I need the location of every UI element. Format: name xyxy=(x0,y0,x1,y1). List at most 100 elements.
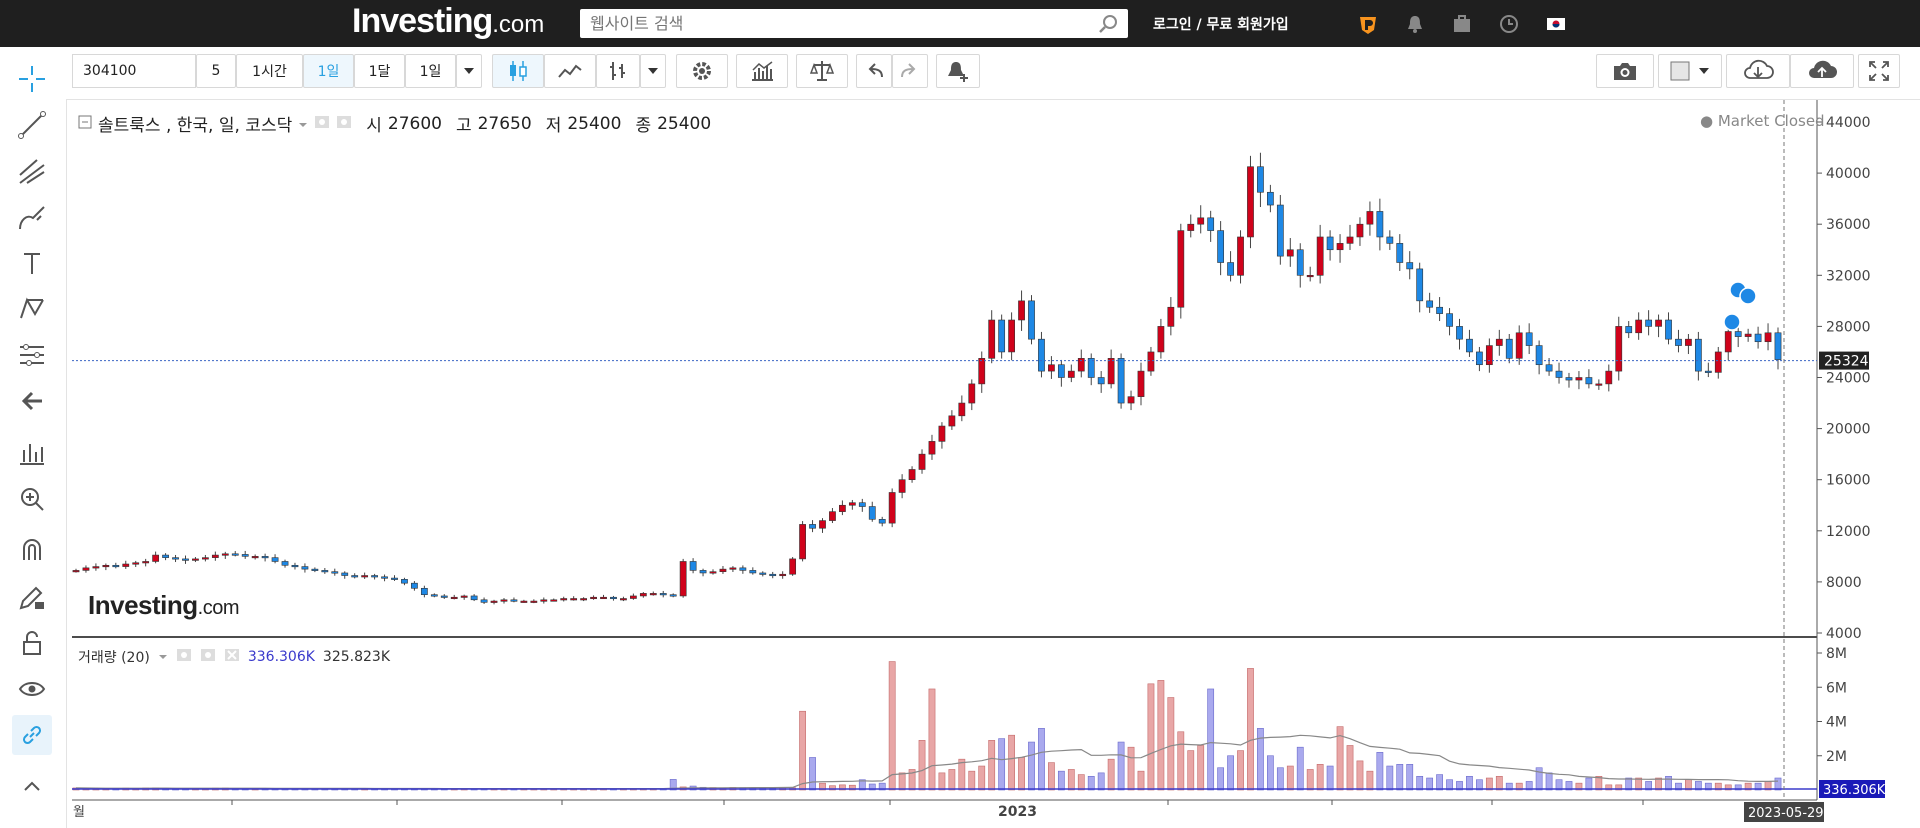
volume-bar xyxy=(839,784,846,791)
chevron-down-icon xyxy=(648,68,658,74)
volume-bar xyxy=(1197,745,1205,791)
volume-hide-icon[interactable] xyxy=(176,648,192,666)
legend-hide-icon[interactable] xyxy=(314,114,330,134)
volume-bar xyxy=(1555,779,1563,791)
candle-body xyxy=(1734,331,1742,337)
site-search-box[interactable] xyxy=(580,9,1128,38)
candle-body xyxy=(371,575,378,578)
search-input[interactable] xyxy=(580,9,1080,38)
investing-logo[interactable]: Investing.com xyxy=(352,2,545,40)
candle-body xyxy=(848,502,856,506)
line-chart-type-button[interactable] xyxy=(544,54,596,88)
volume-dropdown-icon[interactable] xyxy=(158,649,168,665)
measure-tool-icon[interactable] xyxy=(12,433,52,473)
volume-bar xyxy=(928,688,936,791)
volume-bar xyxy=(888,661,896,791)
candle-body xyxy=(1426,300,1434,308)
volume-bar xyxy=(1227,755,1234,791)
back-arrow-icon[interactable] xyxy=(12,381,52,421)
price-chart[interactable]: 44000 40000 36000 32000 28000 24000 20000 16000… xyxy=(72,100,1920,822)
candle-body xyxy=(1724,331,1732,353)
volume-bar xyxy=(1585,777,1593,791)
add-alert-button[interactable] xyxy=(936,54,980,88)
chevron-up-icon[interactable] xyxy=(12,763,52,803)
candle-body xyxy=(1077,358,1085,372)
pro-icon[interactable] xyxy=(1357,13,1379,35)
compare-button[interactable] xyxy=(796,54,848,88)
search-icon[interactable] xyxy=(1098,13,1120,39)
volume-bar xyxy=(1704,782,1712,791)
volume-bar xyxy=(1117,741,1125,791)
volume-bar xyxy=(988,740,996,791)
volume-bar xyxy=(1615,784,1623,791)
candle-body xyxy=(829,511,836,521)
brush-tool-icon[interactable] xyxy=(12,197,52,237)
interval-range-button[interactable]: 1일 xyxy=(405,54,456,88)
candle-body xyxy=(1525,332,1533,346)
open-label: 시 xyxy=(366,116,382,136)
volume-bar xyxy=(858,779,866,791)
candle-body xyxy=(1416,268,1424,302)
text-tool-icon[interactable] xyxy=(12,243,52,283)
portfolio-icon[interactable] xyxy=(1451,13,1473,35)
pattern-tool-icon[interactable] xyxy=(12,289,52,329)
background-color-button[interactable] xyxy=(1658,54,1722,88)
volume-bar xyxy=(938,772,946,791)
undo-button[interactable] xyxy=(856,54,892,88)
candle-body xyxy=(958,402,966,417)
candle-body xyxy=(1406,262,1414,270)
volume-bar xyxy=(1625,777,1633,791)
magnet-icon[interactable] xyxy=(12,531,52,571)
candle-body xyxy=(739,567,747,571)
load-chart-button[interactable] xyxy=(1726,54,1790,88)
candle-body xyxy=(699,570,707,574)
trend-line-tool-icon[interactable] xyxy=(12,105,52,145)
candle-body xyxy=(809,524,816,529)
unlock-icon[interactable] xyxy=(12,623,52,663)
candle-body xyxy=(1675,338,1682,346)
candle-body xyxy=(839,504,846,512)
interval-custom-button[interactable]: 5 xyxy=(196,54,236,88)
candle-body xyxy=(470,595,478,601)
korea-flag-icon[interactable] xyxy=(1545,13,1567,35)
interval-1m-button[interactable]: 1달 xyxy=(354,54,405,88)
interval-dropdown-button[interactable] xyxy=(456,54,482,88)
volume-settings-icon[interactable] xyxy=(200,648,216,666)
collapse-legend-icon[interactable] xyxy=(78,114,92,134)
lock-drawing-pencil-icon[interactable] xyxy=(12,577,52,617)
settings-button[interactable] xyxy=(676,54,728,88)
chart-type-dropdown-button[interactable] xyxy=(640,54,666,88)
pitchfork-tool-icon[interactable] xyxy=(12,151,52,191)
fibonacci-tool-icon[interactable] xyxy=(12,335,52,375)
bell-icon[interactable] xyxy=(1404,13,1426,35)
symbol-input[interactable]: 304100 xyxy=(72,54,196,88)
indicators-button[interactable] xyxy=(736,54,788,88)
interval-1h-button[interactable]: 1시간 xyxy=(236,54,303,88)
volume-remove-icon[interactable] xyxy=(224,648,240,666)
bars-chart-type-button[interactable] xyxy=(596,54,640,88)
candles-chart-type-button[interactable] xyxy=(492,54,544,88)
crosshair-tool-icon[interactable] xyxy=(12,59,52,99)
candle-body xyxy=(1495,338,1503,346)
volume-bar xyxy=(1217,767,1225,791)
fullscreen-button[interactable] xyxy=(1858,54,1900,88)
legend-settings-icon[interactable] xyxy=(336,114,352,134)
volume-bar xyxy=(1107,758,1115,791)
screenshot-button[interactable] xyxy=(1596,54,1654,88)
login-signup-link[interactable]: 로그인 / 무료 회원가입 xyxy=(1153,17,1289,33)
candle-body xyxy=(789,558,797,575)
legend-dropdown-icon[interactable] xyxy=(298,114,308,134)
investing-watermark: Investing.com xyxy=(88,590,239,620)
link-icon[interactable] xyxy=(12,715,52,755)
zoom-in-icon[interactable] xyxy=(12,479,52,519)
interval-1d-button[interactable]: 1일 xyxy=(303,54,354,88)
volume-bar xyxy=(1306,769,1314,791)
save-chart-button[interactable] xyxy=(1790,54,1854,88)
eye-icon[interactable] xyxy=(12,669,52,709)
volume-bar xyxy=(1097,772,1105,791)
clock-icon[interactable] xyxy=(1498,13,1520,35)
candle-body xyxy=(301,566,309,570)
candle-body xyxy=(1127,396,1135,404)
redo-button[interactable] xyxy=(892,54,928,88)
volume-bar xyxy=(1744,782,1752,791)
